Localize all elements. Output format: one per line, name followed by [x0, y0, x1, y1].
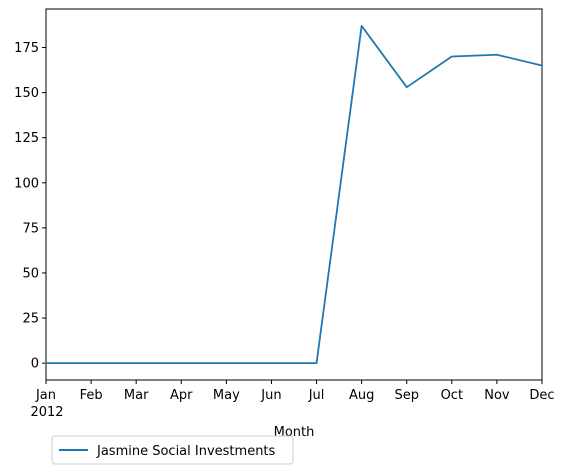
- plot-area-border: [45, 8, 543, 381]
- x-tick-label: May: [213, 388, 240, 403]
- x-tick-label: Jul: [308, 388, 325, 403]
- y-axis: 0 25 50 75 100 125 150 175: [14, 41, 46, 372]
- y-tick-label: 50: [22, 266, 39, 281]
- x-axis: Jan Feb Mar Apr May Jun Jul Aug Sep Oct Nov Dec: [35, 380, 555, 403]
- x-tick-label: Aug: [349, 388, 374, 403]
- legend: Jasmine Social Investments: [51, 435, 294, 465]
- y-tick-label: 25: [22, 312, 39, 327]
- x-tick-label: Oct: [441, 388, 463, 403]
- x-tick-label: Sep: [394, 388, 419, 403]
- y-tick-label: 100: [14, 176, 39, 191]
- x-tick-label: Jun: [260, 388, 281, 403]
- x-tick-label: Jan: [35, 388, 56, 403]
- y-tick-label: 150: [14, 86, 39, 101]
- x-tick-label: Dec: [529, 388, 554, 403]
- x-tick-label: Feb: [80, 388, 103, 403]
- x-tick-label: Mar: [124, 388, 149, 403]
- x-tick-label: Apr: [170, 388, 193, 403]
- legend-box: [51, 435, 294, 465]
- series-layer: [45, 24, 544, 365]
- legend-entry-label: Jasmine Social Investments: [96, 444, 276, 459]
- x-tick-label: Nov: [484, 388, 510, 403]
- y-tick-label: 125: [14, 131, 39, 146]
- y-tick-label: 175: [14, 41, 39, 56]
- axes-frame: [45, 8, 543, 381]
- y-tick-label: 75: [22, 221, 39, 236]
- series-line: [45, 24, 544, 365]
- y-tick-label: 0: [31, 357, 39, 372]
- x-axis-year-label: 2012: [30, 405, 63, 420]
